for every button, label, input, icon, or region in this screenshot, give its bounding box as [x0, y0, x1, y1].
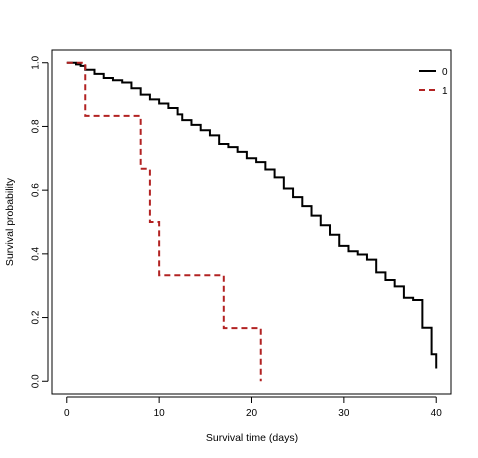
y-axis: 0.0 0.2 0.4 0.6 0.8 1.0	[31, 55, 49, 388]
x-tick-label: 30	[338, 408, 350, 419]
x-tick-label: 40	[431, 408, 443, 419]
x-tick-label: 20	[246, 408, 258, 419]
series-line-1	[66, 61, 262, 382]
legend: 01	[419, 67, 448, 97]
y-tick-label: 0.4	[31, 246, 42, 260]
x-tick-label: 10	[154, 408, 166, 419]
series-layer	[66, 61, 438, 382]
plot-frame	[51, 49, 452, 395]
legend-label-1: 1	[442, 86, 448, 97]
x-axis-label: Survival time (days)	[206, 432, 298, 444]
series-line-0	[66, 61, 438, 369]
y-tick-label: 0.8	[31, 119, 42, 133]
y-tick-label: 0.0	[31, 374, 42, 388]
legend-label-0: 0	[442, 67, 448, 78]
y-tick-label: 0.6	[31, 183, 42, 197]
y-tick-label: 1.0	[31, 55, 42, 69]
y-axis-label: Survival probability	[4, 177, 16, 266]
x-axis: 0 10 20 30 40	[64, 396, 443, 419]
y-tick-label: 0.2	[31, 310, 42, 324]
x-tick-label: 0	[64, 408, 70, 419]
